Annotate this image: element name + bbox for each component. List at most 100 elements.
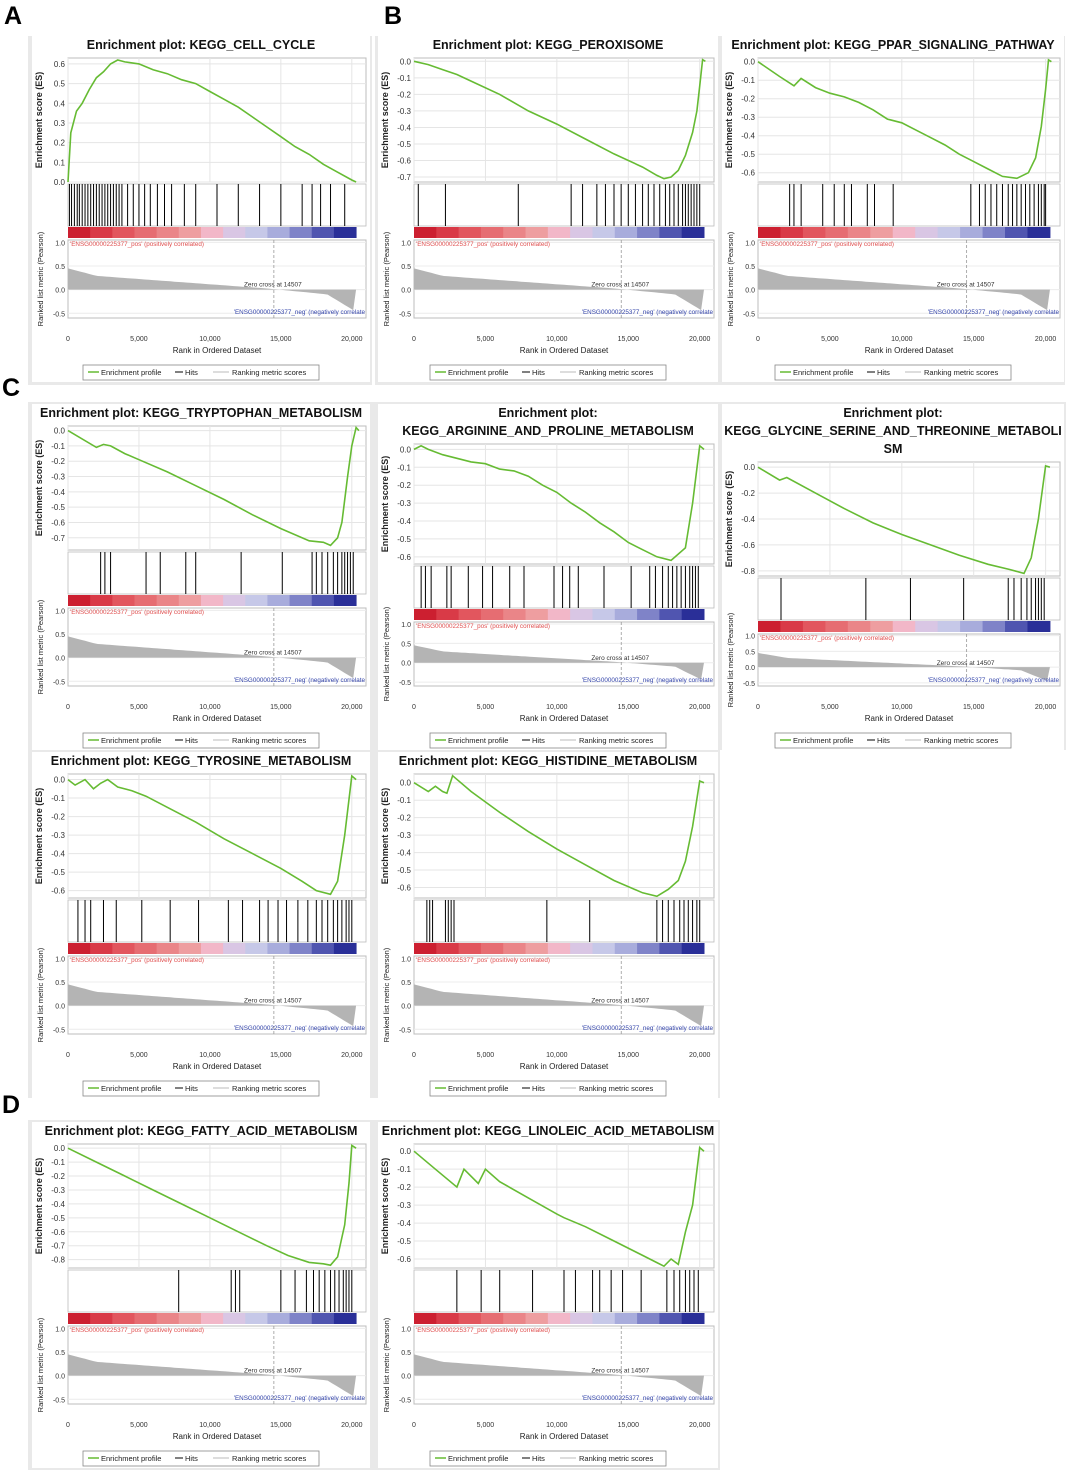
es-tick-label: -0.6 [397, 1255, 411, 1264]
rank-heat-segment [223, 595, 246, 606]
es-tick-label: -0.4 [397, 849, 411, 858]
rank-heat-segment [525, 609, 549, 620]
metric-tick-label: 0.0 [55, 656, 65, 663]
x-tick-label: 10,000 [546, 336, 568, 343]
gsea-plot-svg: Enrichment plot: KEGG_ARGININE_AND_PROLIN… [380, 406, 715, 749]
negatively-correlated-label: 'ENSG00000225377_neg' (negatively correl… [234, 1025, 366, 1032]
es-tick-label: -0.8 [51, 1256, 65, 1265]
x-tick-label: 10,000 [199, 336, 221, 343]
rank-heat-segment [156, 943, 180, 954]
negatively-correlated-label: 'ENSG00000225377_neg' (negatively correl… [582, 677, 714, 684]
metric-axis-label: Ranked list metric (Pearson) [36, 1317, 45, 1412]
es-tick-label: -0.5 [397, 866, 411, 875]
rank-heat-segment [134, 1313, 158, 1324]
es-tick-label: 0.0 [400, 57, 412, 66]
zero-cross-label: Zero cross at 14507 [937, 281, 995, 288]
chart-title-gene-set: KEGG_GLYCINE_SERINE_AND_THREONINE_METABO… [724, 424, 1062, 438]
gsea-plot-svg: Enrichment plot: KEGG_GLYCINE_SERINE_AND_… [724, 406, 1062, 749]
rank-heat-segment [937, 227, 961, 238]
chart-title-gene-set-wrap: SM [884, 442, 903, 456]
positively-correlated-label: 'ENSG00000225377_pos' (positively correl… [416, 241, 550, 248]
legend-box [429, 1080, 667, 1097]
x-tick-label: 20,000 [1035, 704, 1057, 711]
x-axis-label: Rank in Ordered Dataset [865, 346, 954, 355]
rank-heat-segment [525, 1313, 549, 1324]
chart-title: Enrichment plot: KEGG_HISTIDINE_METABOLI… [399, 754, 697, 768]
x-tick-label: 0 [412, 1422, 416, 1429]
rank-heat-segment [592, 1313, 616, 1324]
x-tick-label: 10,000 [199, 1052, 221, 1059]
rank-heat-segment [570, 609, 593, 620]
metric-tick-label: 0.0 [745, 665, 755, 672]
rank-heat-segment [267, 943, 291, 954]
es-tick-label: -0.1 [51, 794, 65, 803]
x-tick-label: 5,000 [130, 704, 148, 711]
es-plot-frame [413, 1143, 715, 1269]
legend-profile-label: Enrichment profile [793, 736, 853, 745]
rank-heat-segment [414, 227, 437, 238]
es-tick-label: -0.4 [397, 123, 411, 132]
rank-heat-segment [245, 227, 268, 238]
es-tick-label: 0.0 [400, 779, 412, 788]
rank-heat-segment [90, 227, 113, 238]
metric-tick-label: 0.0 [55, 288, 65, 295]
rank-heat-segment [802, 621, 826, 632]
rank-heat-segment [112, 1313, 135, 1324]
gsea-plot-svg: Enrichment plot: KEGG_CELL_CYCLE 0.6 0.5 0.… [34, 38, 367, 381]
metric-axis-label: Ranked list metric (Pearson) [36, 231, 45, 326]
x-tick-label: 0 [412, 704, 416, 711]
es-tick-label: -0.6 [741, 169, 755, 178]
legend-ranking-label: Ranking metric scores [232, 368, 306, 377]
x-tick-label: 15,000 [963, 336, 985, 343]
rank-heat-segment [1005, 227, 1028, 238]
gsea-plot-svg: Enrichment plot: KEGG_TRYPTOPHAN_METABOL… [34, 406, 367, 749]
es-tick-label: -0.5 [51, 503, 65, 512]
legend-box [82, 1080, 320, 1097]
rank-heat-segment [547, 609, 571, 620]
zero-cross-label: Zero cross at 14507 [937, 660, 995, 667]
positively-correlated-label: 'ENSG00000225377_pos' (positively correl… [760, 635, 894, 642]
ranking-metric-area [414, 268, 704, 311]
es-tick-label: -0.2 [51, 813, 65, 822]
gsea-plot-svg: Enrichment plot: KEGG_PEROXISOME 0.0 -0.1 -… [380, 38, 715, 381]
es-tick-label: -0.1 [51, 442, 65, 451]
es-tick-label: 0.4 [54, 99, 66, 108]
x-tick-label: 0 [66, 1422, 70, 1429]
rank-heat-segment [915, 621, 939, 632]
rank-heat-segment [68, 943, 91, 954]
legend-ranking-label: Ranking metric scores [232, 1084, 306, 1093]
enrichment-profile-line [67, 1143, 357, 1267]
legend-profile-label: Enrichment profile [448, 736, 508, 745]
legend-box [774, 364, 1012, 381]
metric-tick-label: 0.0 [401, 1004, 411, 1011]
panel-label-b: B [384, 2, 403, 30]
chart-title-gene-set: KEGG_FATTY_ACID_METABOLISM [147, 1124, 357, 1138]
x-tick-label: 15,000 [618, 336, 640, 343]
x-tick-label: 0 [412, 336, 416, 343]
chart-title: Enrichment plot: KEGG_LINOLEIC_ACID_META… [382, 1124, 714, 1138]
metric-tick-label: -0.5 [743, 311, 755, 318]
rank-heat-segment [547, 227, 571, 238]
x-tick-label: 15,000 [270, 704, 292, 711]
gsea-plot-glycine: Enrichment plot: KEGG_GLYCINE_SERINE_AND_… [722, 404, 1064, 750]
es-tick-label: -0.2 [397, 814, 411, 823]
rank-heat-segment [503, 227, 527, 238]
x-tick-label: 20,000 [341, 704, 363, 711]
gsea-plot-svg: Enrichment plot: KEGG_FATTY_ACID_METABOL… [34, 1124, 367, 1467]
es-plot-frame [67, 425, 367, 551]
chart-title-prefix: Enrichment plot: [51, 754, 154, 768]
es-tick-label: -0.1 [741, 76, 755, 85]
x-tick-label: 5,000 [477, 1422, 495, 1429]
es-axis-label: Enrichment score (ES) [34, 1158, 44, 1255]
legend-box [82, 364, 320, 381]
x-axis-label: Rank in Ordered Dataset [173, 1062, 262, 1071]
x-tick-label: 10,000 [546, 1422, 568, 1429]
chart-title-prefix: Enrichment plot: [399, 754, 502, 768]
es-tick-label: -0.4 [51, 850, 65, 859]
rank-heat-segment [311, 1313, 335, 1324]
gsea-plot-linoleic-acid: Enrichment plot: KEGG_LINOLEIC_ACID_META… [378, 1122, 718, 1468]
gsea-plot-ppar: Enrichment plot: KEGG_PPAR_SIGNALING_PAT… [722, 36, 1064, 382]
es-tick-label: -0.3 [51, 1186, 65, 1195]
legend-hits-label: Hits [532, 368, 545, 377]
rank-heat-segment [458, 943, 482, 954]
